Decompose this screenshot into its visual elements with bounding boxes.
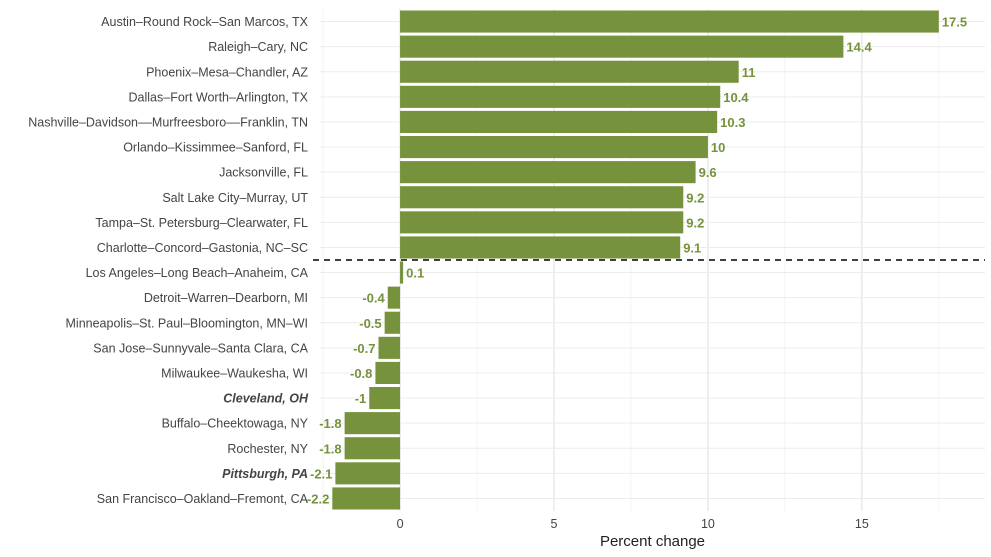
value-label: 9.2 (686, 190, 704, 205)
x-tick-labels: 0 5 10 15 (397, 517, 869, 531)
value-labels: 17.5 14.4 11 10.4 10.3 10 9.6 9.2 9.2 9.1 0.1 -0.4 -… (307, 15, 967, 507)
category-label: Charlotte–Concord–Gastonia, NC–SC (97, 241, 308, 255)
category-label: Minneapolis–St. Paul–Bloomington, MN–WI (66, 316, 308, 330)
bar (400, 110, 718, 133)
category-label: Cleveland, OH (223, 392, 309, 406)
value-label: -0.8 (350, 366, 372, 381)
bar (400, 236, 681, 259)
bar (387, 286, 401, 309)
value-label: 17.5 (942, 15, 967, 30)
value-label: 9.1 (683, 240, 701, 255)
value-label: 9.2 (686, 215, 704, 230)
category-label: Dallas–Fort Worth–Arlington, TX (129, 90, 309, 104)
category-label: Austin–Round Rock–San Marcos, TX (101, 15, 308, 29)
bar (400, 186, 684, 209)
value-label: -1.8 (319, 441, 341, 456)
category-labels: Austin–Round Rock–San Marcos, TX Raleigh–… (28, 15, 309, 506)
value-label: 11 (742, 65, 756, 80)
category-label: San Francisco–Oakland–Fremont, CA (97, 492, 309, 506)
value-label: -2.1 (310, 466, 332, 481)
bars (332, 10, 939, 510)
value-label: -2.2 (307, 491, 329, 506)
value-label: -1.8 (319, 416, 341, 431)
category-label: Milwaukee–Waukesha, WI (161, 366, 308, 380)
category-label: Salt Lake City–Murray, UT (162, 191, 308, 205)
category-label: Buffalo–Cheektowaga, NY (162, 417, 309, 431)
category-label: San Jose–Sunnyvale–Santa Clara, CA (93, 341, 308, 355)
bar (335, 462, 401, 485)
bar (378, 336, 401, 359)
bar (344, 437, 401, 460)
bar (332, 487, 401, 510)
bar (384, 311, 401, 334)
bar (400, 261, 404, 284)
category-label: Orlando–Kissimmee–Sanford, FL (123, 141, 308, 155)
category-label: Raleigh–Cary, NC (208, 40, 308, 54)
value-label: 0.1 (406, 266, 424, 281)
value-label: 9.6 (699, 165, 717, 180)
bar (400, 161, 696, 184)
bar (375, 361, 401, 384)
value-label: -0.4 (362, 291, 385, 306)
category-label: Tampa–St. Petersburg–Clearwater, FL (95, 216, 308, 230)
category-label: Detroit–Warren–Dearborn, MI (144, 291, 308, 305)
value-label: -1 (355, 391, 367, 406)
value-label: -0.5 (359, 316, 381, 331)
bar (344, 412, 401, 435)
category-label: Rochester, NY (227, 442, 308, 456)
bar (400, 60, 739, 83)
category-label: Pittsburgh, PA (222, 467, 308, 481)
x-axis-title: Percent change (600, 533, 705, 550)
value-label: -0.7 (353, 341, 375, 356)
x-tick-label: 15 (855, 517, 869, 531)
category-label: Jacksonville, FL (219, 166, 308, 180)
category-label: Los Angeles–Long Beach–Anaheim, CA (86, 266, 309, 280)
bar (400, 35, 844, 58)
x-tick-label: 5 (551, 517, 558, 531)
value-label: 10.4 (723, 90, 749, 105)
bar (400, 10, 939, 33)
value-label: 10.3 (720, 115, 745, 130)
bar (400, 85, 721, 108)
category-label: Nashville–Davidson––Murfreesboro––Frankl… (28, 115, 308, 129)
value-label: 10 (711, 140, 725, 155)
bar (400, 136, 708, 159)
x-tick-label: 0 (397, 517, 404, 531)
category-label: Phoenix–Mesa–Chandler, AZ (146, 65, 308, 79)
bar (400, 211, 684, 234)
x-tick-label: 10 (701, 517, 715, 531)
value-label: 14.4 (846, 40, 872, 55)
bar (369, 387, 401, 410)
